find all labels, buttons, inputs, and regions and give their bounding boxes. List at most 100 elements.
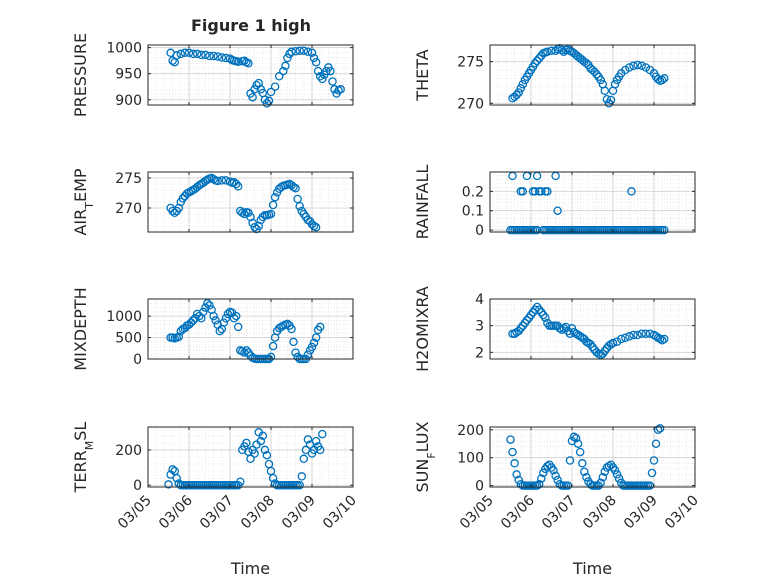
y-tick-label: 1000 [106,309,142,325]
data-point [647,468,657,478]
data-point [215,326,225,336]
y-tick-label: 0 [475,223,484,239]
data-point [530,187,540,196]
data-point [299,46,309,55]
data-point [318,74,327,84]
data-point [655,424,665,433]
x-tick-label: 03/08 [238,493,278,533]
data-point [582,59,591,68]
data-point [534,305,544,314]
data-point [233,57,243,66]
data-point [238,347,247,356]
data-point [596,478,605,488]
data-point [508,447,517,457]
data-point [291,348,300,357]
subplot-row1-left: 900 950 1000 PRESSURE [71,33,354,117]
grid [147,427,354,487]
data-point [283,319,292,329]
data-point [569,432,579,442]
data-point [205,51,214,61]
data-point [553,475,562,485]
data-point [633,60,642,70]
y-tick-label: 500 [115,331,142,347]
x-tick-label: 03/09 [279,493,319,533]
data-point [555,324,564,333]
y-tick-label: 0 [133,352,142,368]
data-point [311,333,321,342]
data-point [233,182,243,191]
series-markers [508,302,669,360]
data-point [188,49,198,59]
axes-box [147,171,354,233]
data-point [606,95,616,105]
data-point [575,447,585,457]
data-point [301,445,311,455]
data-point [514,88,523,97]
data-point [561,322,571,332]
y-axis-label: H2OMIXRA [413,286,432,372]
data-point [532,225,542,235]
data-point [268,200,278,210]
data-point [514,475,523,485]
data-point [537,187,546,196]
data-point [250,222,259,232]
data-point [629,330,638,340]
plot-area [490,427,695,487]
data-point [516,479,526,489]
data-point [641,329,651,338]
data-point [303,435,313,444]
data-point [651,439,661,448]
data-point [506,435,515,444]
y-tick-label: 270 [115,201,142,217]
data-point [598,472,608,482]
series-markers [164,428,327,490]
y-tick-label: 0.2 [462,184,484,200]
subplot-row4-right: 0 100 200 03/05 03/06 03/07 03/08 03/09 03/10 SUN… [413,421,702,578]
subplot-row1-right: 270 275 THETA [413,44,696,112]
data-point [649,456,659,465]
y-tick-label: 275 [457,55,484,71]
x-tick-label: 03/05 [115,493,155,533]
y-axis-label: RAINFALL [413,165,432,240]
data-point [307,48,317,58]
data-point [192,49,202,59]
plot-area [490,172,695,232]
data-point [571,433,581,443]
data-point [539,468,548,478]
data-point [188,316,198,325]
data-point [637,61,646,71]
data-point [184,48,194,58]
y-axis-label: PRESSURE [71,33,90,117]
data-point [657,336,667,345]
data-point [279,66,288,76]
x-tick-label: 03/07 [539,493,579,533]
data-point [311,57,321,67]
data-point [244,59,253,68]
data-point [223,309,233,319]
data-point [309,338,319,347]
series-markers [166,46,345,108]
data-point [168,465,177,474]
data-point [311,436,321,446]
data-point [174,332,184,341]
data-point [592,69,601,79]
data-point [307,342,317,352]
data-point [297,472,307,481]
data-point [266,87,276,97]
data-point [291,183,300,193]
data-point [201,50,210,60]
data-point [590,67,599,76]
data-point [336,85,345,94]
axes-box [489,44,696,106]
data-point [213,176,222,186]
data-point [318,429,327,439]
axes-box [489,298,696,360]
data-point [629,61,638,71]
data-point [270,192,280,202]
data-point [653,74,663,84]
data-point [311,222,321,232]
data-point [295,46,304,55]
subplot-row3-right: 2 3 4 H2OMIXRA [413,286,696,372]
